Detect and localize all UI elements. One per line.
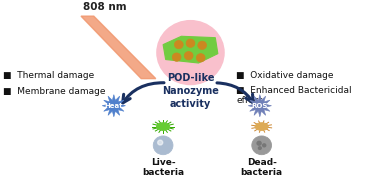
Ellipse shape	[156, 123, 170, 130]
Text: ■  Enhanced Bactericidal
effect: ■ Enhanced Bactericidal effect	[236, 86, 352, 105]
Circle shape	[259, 147, 261, 149]
Circle shape	[196, 54, 205, 62]
Text: ■  Membrane damage: ■ Membrane damage	[3, 87, 105, 96]
Circle shape	[157, 21, 224, 85]
Text: Dead-
bacteria: Dead- bacteria	[240, 158, 283, 177]
Circle shape	[252, 136, 271, 155]
Text: Heat: Heat	[105, 103, 123, 109]
Text: ■  Oxidative damage: ■ Oxidative damage	[236, 71, 334, 80]
Circle shape	[172, 53, 181, 61]
Ellipse shape	[255, 123, 268, 130]
Text: ROS: ROS	[252, 103, 268, 109]
Circle shape	[198, 41, 206, 50]
Circle shape	[263, 144, 266, 147]
Text: ■  Thermal damage: ■ Thermal damage	[3, 71, 94, 80]
Polygon shape	[102, 95, 125, 117]
Polygon shape	[163, 36, 218, 63]
FancyArrowPatch shape	[217, 83, 253, 103]
Circle shape	[184, 52, 193, 60]
Polygon shape	[81, 16, 156, 79]
Text: Live-
bacteria: Live- bacteria	[142, 158, 184, 177]
Circle shape	[174, 40, 183, 49]
Circle shape	[186, 39, 195, 47]
Polygon shape	[248, 95, 271, 117]
Circle shape	[257, 141, 261, 145]
Text: 808 nm: 808 nm	[83, 2, 127, 12]
Circle shape	[158, 140, 163, 145]
Circle shape	[153, 136, 173, 155]
Text: POD-like
Nanozyme
activity: POD-like Nanozyme activity	[162, 73, 219, 109]
FancyArrowPatch shape	[123, 83, 164, 103]
